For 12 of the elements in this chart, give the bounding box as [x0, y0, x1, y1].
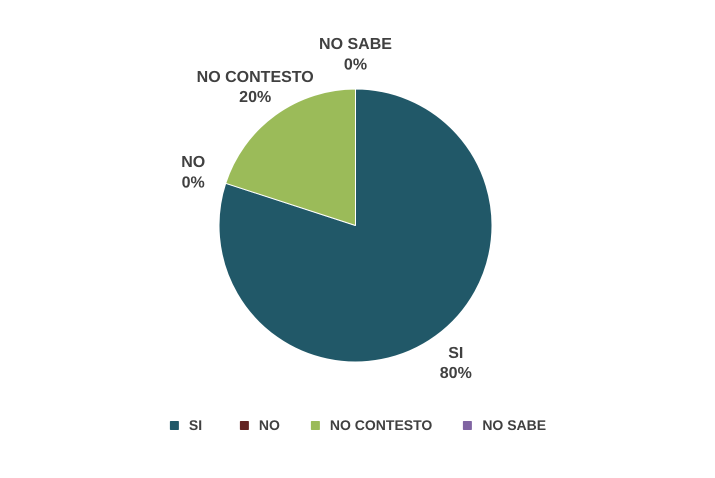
legend-label: NO CONTESTO: [330, 417, 432, 433]
category-label: NO: [181, 154, 206, 172]
legend-label: NO SABE: [482, 417, 546, 433]
slice-label: NO CONTESTO: [196, 68, 314, 86]
data-label: 20%: [239, 89, 272, 106]
text: 0%: [344, 56, 368, 74]
text: 0%: [182, 174, 205, 192]
slice-label: SI: [448, 344, 464, 362]
legend-label: SI: [188, 417, 204, 433]
data-label: 80%: [440, 365, 472, 382]
legend-label: NO: [258, 417, 280, 433]
category-label: NO SABE: [319, 36, 392, 54]
